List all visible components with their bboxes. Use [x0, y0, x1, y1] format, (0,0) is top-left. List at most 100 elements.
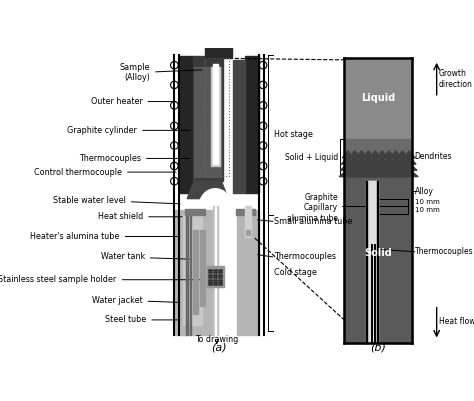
Bar [215, 206, 216, 335]
Polygon shape [362, 157, 375, 164]
Polygon shape [361, 163, 376, 170]
Polygon shape [367, 163, 383, 170]
Text: Liquid: Liquid [361, 93, 395, 103]
Polygon shape [342, 151, 354, 158]
Bar [344, 58, 412, 140]
Bar [213, 206, 218, 335]
Polygon shape [187, 181, 228, 198]
Polygon shape [396, 157, 409, 164]
Polygon shape [390, 151, 401, 158]
Text: Thermocouples: Thermocouples [79, 154, 190, 163]
Bar [234, 60, 245, 192]
Bar [207, 266, 224, 287]
Text: Cold stage: Cold stage [273, 268, 317, 277]
Polygon shape [388, 163, 403, 170]
Bar [344, 176, 412, 342]
Bar [194, 67, 221, 177]
Bar [192, 56, 223, 181]
Polygon shape [395, 163, 410, 170]
Polygon shape [374, 163, 390, 170]
Bar [246, 231, 250, 235]
Text: Graphite cylinder: Graphite cylinder [67, 126, 190, 135]
Bar [245, 206, 251, 237]
Polygon shape [401, 163, 417, 170]
Polygon shape [341, 157, 355, 164]
Bar [237, 210, 258, 335]
Bar [185, 209, 205, 215]
Bar [205, 0, 232, 59]
Polygon shape [349, 151, 360, 158]
Polygon shape [375, 157, 389, 164]
Polygon shape [370, 151, 381, 158]
Text: 10 mm: 10 mm [415, 199, 439, 205]
Bar [213, 65, 219, 164]
Polygon shape [360, 170, 377, 176]
Text: Sample
(Alloy): Sample (Alloy) [119, 63, 202, 83]
Bar [182, 215, 201, 325]
Polygon shape [353, 170, 370, 176]
Polygon shape [374, 170, 391, 176]
Text: Stable water level: Stable water level [53, 196, 180, 205]
Text: Graphite
Capillary
alumina tube: Graphite Capillary alumina tube [287, 193, 338, 223]
Bar [179, 56, 192, 192]
Polygon shape [381, 163, 397, 170]
Polygon shape [347, 163, 363, 170]
Text: Solid + Liquid: Solid + Liquid [285, 153, 338, 162]
Polygon shape [356, 151, 367, 158]
Polygon shape [404, 151, 415, 158]
Text: Heater's alumina tube: Heater's alumina tube [30, 232, 180, 241]
Text: Heat shield: Heat shield [98, 212, 182, 221]
Polygon shape [376, 151, 388, 158]
Polygon shape [355, 157, 368, 164]
Text: Growth
direction: Growth direction [439, 69, 473, 89]
Bar [200, 231, 205, 306]
Text: Heat flow: Heat flow [439, 317, 474, 326]
Polygon shape [387, 170, 404, 176]
Text: (b): (b) [370, 342, 386, 352]
Text: Dendrites: Dendrites [415, 152, 452, 162]
Text: Solid: Solid [365, 248, 392, 258]
Polygon shape [339, 170, 357, 176]
Polygon shape [394, 170, 411, 176]
Polygon shape [366, 170, 384, 176]
Text: Steel tube: Steel tube [105, 316, 180, 324]
Text: Thermocouples: Thermocouples [273, 253, 336, 261]
Text: Stainless steel sample holder: Stainless steel sample holder [0, 275, 204, 284]
Polygon shape [382, 157, 396, 164]
Text: Alloy: Alloy [415, 186, 434, 196]
Bar [344, 140, 412, 176]
Bar [186, 212, 188, 335]
Text: Thermocouples: Thermocouples [415, 247, 474, 256]
Bar [245, 56, 258, 192]
Bar [200, 198, 230, 204]
Bar [190, 212, 191, 335]
Polygon shape [340, 163, 356, 170]
Bar [236, 209, 255, 215]
Text: Hot stage: Hot stage [273, 130, 312, 140]
Text: Water jacket: Water jacket [92, 296, 180, 305]
Polygon shape [346, 170, 364, 176]
Polygon shape [397, 151, 408, 158]
Polygon shape [348, 157, 362, 164]
Bar [366, 181, 378, 342]
Text: To drawing: To drawing [195, 335, 238, 344]
Wedge shape [200, 189, 230, 204]
Text: (a): (a) [211, 342, 227, 352]
Text: Small alumina tube: Small alumina tube [273, 217, 352, 226]
Polygon shape [403, 157, 416, 164]
Bar [173, 210, 215, 335]
Polygon shape [354, 163, 369, 170]
Polygon shape [383, 151, 394, 158]
Polygon shape [369, 157, 382, 164]
Polygon shape [363, 151, 374, 158]
Bar [367, 181, 377, 342]
Text: Outer heater: Outer heater [91, 97, 176, 106]
Bar [211, 67, 220, 166]
Text: Control thermocouple: Control thermocouple [34, 168, 176, 176]
Bar [205, 59, 229, 176]
Polygon shape [401, 170, 418, 176]
Text: Water tank: Water tank [100, 253, 190, 261]
Text: 10 mm: 10 mm [415, 207, 439, 213]
Bar [192, 231, 198, 314]
Polygon shape [389, 157, 402, 164]
